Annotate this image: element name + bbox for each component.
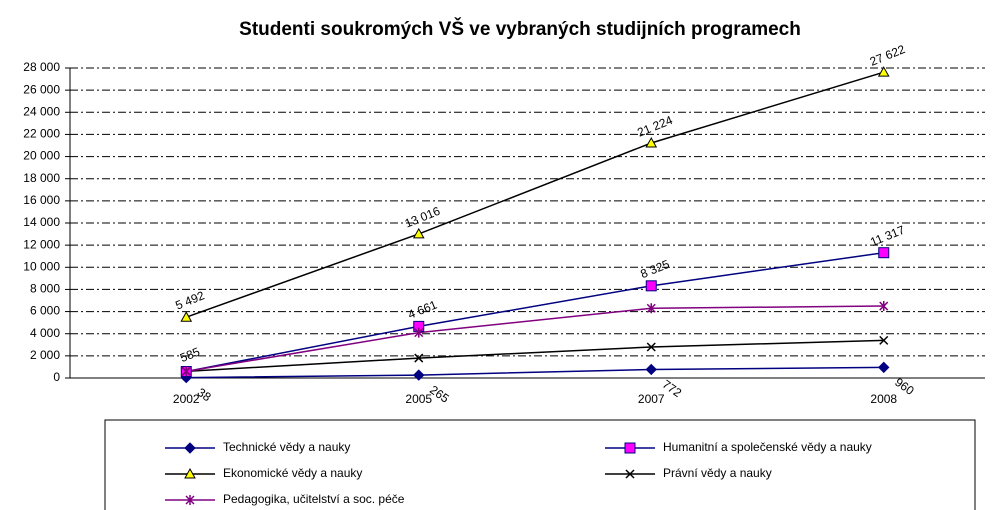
- marker: [878, 361, 890, 374]
- legend-item: Pedagogika, učitelství a soc. péče: [165, 492, 405, 506]
- marker: [646, 342, 656, 352]
- x-tick-label: 2008: [870, 392, 897, 406]
- y-tick-label: 8 000: [30, 282, 60, 296]
- y-tick-label: 2 000: [30, 348, 60, 362]
- y-tick-label: 28 000: [23, 60, 60, 74]
- data-label: 4 661: [406, 297, 439, 321]
- y-tick-label: 22 000: [23, 127, 60, 141]
- y-tick-label: 14 000: [23, 215, 60, 229]
- y-tick-label: 24 000: [23, 104, 60, 118]
- marker: [412, 227, 425, 239]
- legend-item: Humanitní a společenské vědy a nauky: [605, 440, 872, 454]
- marker: [414, 353, 424, 363]
- y-tick-label: 18 000: [23, 171, 60, 185]
- marker: [878, 247, 890, 259]
- marker: [645, 136, 658, 148]
- marker: [646, 303, 656, 314]
- y-tick-label: 0: [53, 370, 60, 384]
- series-line: [185, 71, 884, 318]
- marker: [413, 369, 425, 381]
- y-tick-label: 16 000: [23, 193, 60, 207]
- legend-label: Právní vědy a nauky: [663, 466, 772, 480]
- y-tick-label: 10 000: [23, 259, 60, 273]
- series-line: [186, 305, 884, 373]
- marker: [624, 442, 636, 454]
- legend-item: Technické vědy a nauky: [165, 440, 350, 454]
- y-tick-label: 20 000: [23, 149, 60, 163]
- x-tick-label: 2002: [173, 392, 200, 406]
- marker: [877, 66, 890, 77]
- chart-title: Studenti soukromých VŠ ve vybraných stud…: [239, 18, 801, 40]
- data-label: 585: [178, 344, 202, 365]
- data-label: 27 622: [868, 42, 908, 69]
- marker: [414, 327, 424, 338]
- marker: [181, 366, 191, 377]
- legend-label: Humanitní a společenské vědy a nauky: [663, 440, 872, 454]
- x-tick-label: 2005: [405, 392, 432, 406]
- marker: [645, 363, 657, 376]
- marker: [879, 301, 889, 312]
- data-label: 5 492: [173, 288, 206, 312]
- data-label: 8 325: [638, 257, 671, 281]
- legend-label: Ekonomické vědy a nauky: [223, 466, 362, 480]
- y-tick-label: 6 000: [30, 304, 60, 318]
- y-tick-label: 4 000: [30, 326, 60, 340]
- legend-label: Technické vědy a nauky: [223, 440, 350, 454]
- marker: [625, 469, 635, 479]
- legend-box: [104, 419, 976, 510]
- series-line: [186, 366, 884, 379]
- marker: [879, 335, 889, 345]
- legend-item: Ekonomické vědy a nauky: [165, 466, 362, 480]
- marker: [185, 495, 195, 505]
- series-line: [186, 339, 884, 373]
- marker: [184, 442, 196, 454]
- legend-label: Pedagogika, učitelství a soc. péče: [223, 492, 405, 506]
- series-line: [186, 251, 884, 373]
- marker: [184, 467, 196, 479]
- data-label: 21 224: [635, 113, 675, 140]
- x-tick-label: 2007: [638, 392, 665, 406]
- y-tick-label: 26 000: [23, 82, 60, 96]
- legend-item: Právní vědy a nauky: [605, 466, 772, 480]
- marker: [645, 280, 657, 292]
- marker: [180, 311, 193, 322]
- y-tick-label: 12 000: [23, 237, 60, 251]
